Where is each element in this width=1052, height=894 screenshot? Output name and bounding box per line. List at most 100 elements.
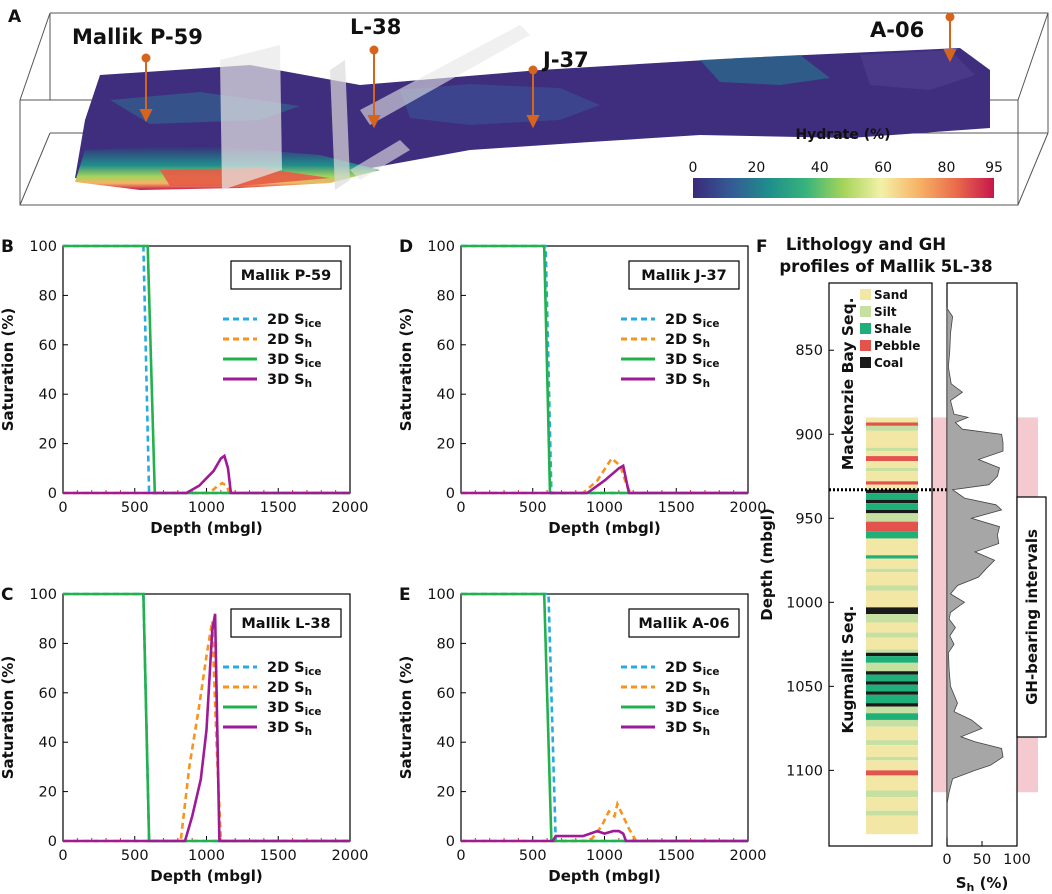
litho-bed [866, 726, 918, 741]
y-axis-label: Saturation (%) [397, 656, 415, 780]
litho-bed [866, 456, 918, 462]
panel-letter: E [399, 585, 411, 605]
litho-bed [866, 521, 918, 532]
y-tick-label: 0 [48, 834, 57, 850]
y-tick-label: 900 [795, 427, 823, 443]
litho-bed [866, 810, 918, 816]
x-tick-label: 2000 [332, 848, 369, 864]
x-tick-label: 0 [456, 500, 465, 516]
well-name: Mallik A-06 [638, 616, 729, 632]
x-tick-label: 1500 [260, 500, 297, 516]
litho-bed [866, 430, 918, 448]
legend-label: 2D Sh [267, 332, 312, 350]
well-marker-l38 [367, 45, 381, 129]
litho-bed [866, 703, 918, 707]
litho-bed [866, 503, 918, 510]
litho-bed [866, 760, 918, 771]
y-tick-label: 40 [437, 387, 455, 403]
litho-bed [866, 637, 918, 650]
panel-letter: C [1, 585, 13, 605]
litho-legend-label: Pebble [874, 339, 920, 353]
legend-label: 2D Sice [665, 660, 719, 678]
series-line [461, 463, 748, 495]
x-tick-label: 2000 [332, 500, 369, 516]
y-axis-label: Depth (mbgl) [758, 508, 776, 620]
y-tick-label: 1050 [786, 679, 823, 695]
panel-f-title-1: Lithology and GH [786, 235, 946, 254]
litho-bed [866, 467, 918, 472]
litho-bed [866, 684, 918, 692]
litho-legend-swatch [860, 306, 871, 317]
well-label-l38: L-38 [350, 15, 401, 39]
well-marker-a06 [943, 12, 957, 63]
litho-bed [866, 662, 918, 672]
litho-bed [866, 585, 918, 591]
y-tick-label: 40 [39, 735, 57, 751]
y-tick-label: 80 [39, 288, 57, 304]
litho-bed [866, 451, 918, 457]
litho-legend-swatch [860, 323, 871, 334]
litho-bed [866, 555, 918, 559]
well-name-box [628, 608, 740, 638]
colorbar-tick-label: 60 [874, 160, 892, 176]
litho-bed [866, 674, 918, 682]
x-tick-label: 1500 [658, 500, 695, 516]
series-line [461, 800, 748, 843]
legend-label: 3D Sice [267, 700, 321, 718]
litho-legend-swatch [860, 357, 871, 368]
y-tick-label: 80 [437, 636, 455, 652]
y-tick-label: 80 [437, 288, 455, 304]
x-axis-label: Depth (mbgl) [548, 519, 660, 537]
y-axis-label: Saturation (%) [397, 308, 415, 432]
litho-legend-label: Sand [874, 288, 908, 302]
well-marker-p59 [139, 53, 153, 123]
well-name: Mallik P-59 [241, 268, 331, 284]
legend-label: 2D Sh [665, 680, 710, 698]
y-tick-label: 100 [29, 587, 57, 603]
litho-bed [866, 713, 918, 720]
litho-bed [866, 568, 918, 573]
series-line [461, 456, 748, 495]
y-tick-label: 60 [39, 686, 57, 702]
x-tick-label: 0 [58, 848, 67, 864]
x-axis-label: Sh (%) [956, 874, 1009, 894]
x-tick-label: 1500 [658, 848, 695, 864]
x-tick-label: 1000 [188, 500, 225, 516]
y-tick-label: 0 [48, 486, 57, 502]
well-name-box [230, 608, 342, 638]
x-tick-label: 0 [456, 848, 465, 864]
x-tick-label: 2000 [730, 848, 767, 864]
litho-bed [866, 681, 918, 685]
y-tick-label: 40 [39, 387, 57, 403]
y-tick-label: 80 [39, 636, 57, 652]
y-tick-label: 20 [39, 437, 57, 453]
colorbar-title: Hydrate (%) [795, 127, 890, 143]
sh-profile-area [946, 306, 1004, 838]
x-tick-label: 0 [58, 500, 67, 516]
litho-bed [866, 461, 918, 468]
panel-a-letter: A [8, 7, 22, 27]
x-tick-label: 500 [121, 848, 149, 864]
litho-bed [866, 614, 918, 623]
panel-d: D 0 500 1000 1500 2000 0 20 40 60 80 100 Depth (mbgl… [397, 237, 766, 537]
litho-bed [866, 656, 918, 663]
panel-a-3d-view: A [8, 7, 1049, 206]
well-name-box [628, 260, 740, 290]
legend-label: 3D Sice [665, 352, 719, 370]
y-tick-label: 60 [437, 686, 455, 702]
litho-bed [866, 447, 918, 452]
gh-label: GH-bearing intervals [1023, 529, 1041, 705]
x-axis-label: Depth (mbgl) [548, 867, 660, 885]
litho-bed [866, 417, 918, 423]
x-tick-label: 500 [121, 500, 149, 516]
y-tick-label: 60 [437, 338, 455, 354]
legend-label: 3D Sice [665, 700, 719, 718]
well-label-j37: J-37 [541, 48, 589, 72]
x-tick-label: 500 [519, 500, 547, 516]
x-tick-label: 500 [519, 848, 547, 864]
panel-b: B 0 500 1000 1500 2000 0 20 40 60 80 100 Depth (mbgl… [0, 237, 368, 537]
litho-legend-label: Shale [874, 322, 912, 336]
litho-legend-swatch [860, 289, 871, 300]
